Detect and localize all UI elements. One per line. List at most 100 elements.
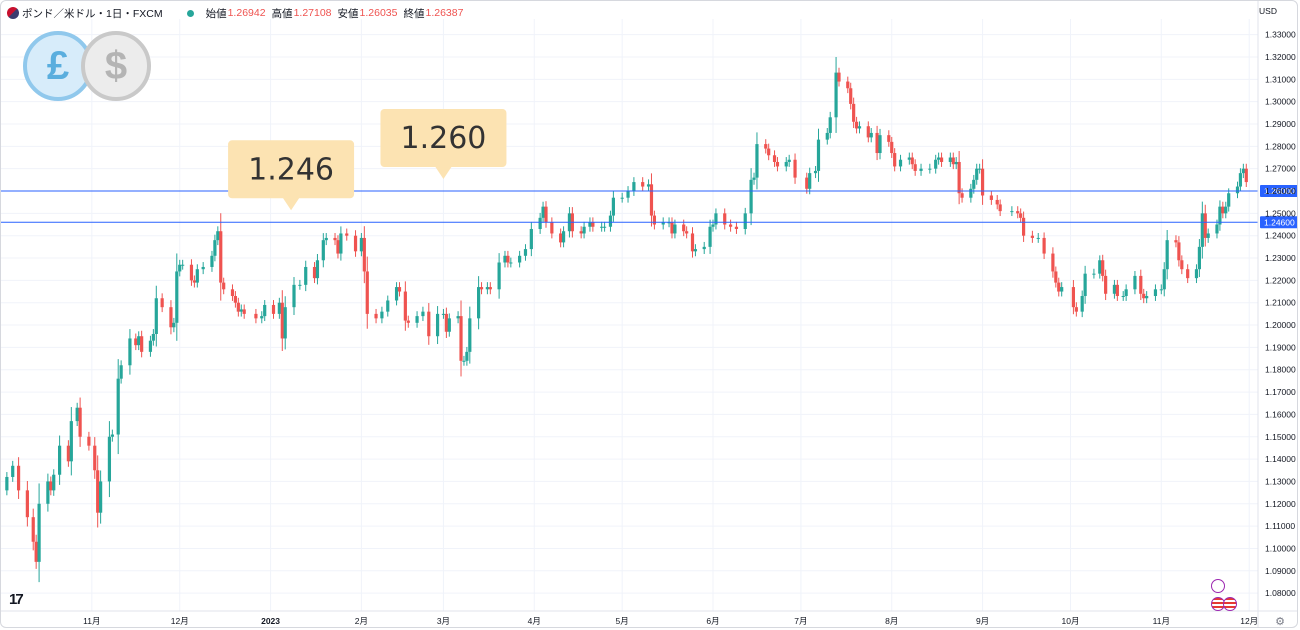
candle-body (711, 224, 715, 227)
candle-body (685, 231, 689, 234)
candle-body (1215, 224, 1219, 234)
candle-body (1203, 213, 1207, 238)
candle-body (1174, 240, 1178, 243)
callouts: 1.246 1.260 (228, 109, 507, 211)
candle-body (998, 204, 1002, 212)
candle-body (1010, 211, 1014, 213)
price-tick-label: 1.11000 (1265, 521, 1295, 531)
candle-body (602, 226, 607, 228)
candle-body (46, 481, 50, 504)
price-axis[interactable]: 1.08000 1.09000 1.10000 1.11000 1.12000 1.130… (1257, 1, 1296, 628)
price-tick-label: 1.29000 (1265, 119, 1296, 129)
callout-text: 1.260 (400, 121, 486, 156)
candle-body (1139, 275, 1143, 294)
candle-body (1054, 271, 1058, 283)
candle-body (497, 262, 501, 290)
candle-body (1104, 275, 1108, 294)
candle-body (632, 182, 636, 192)
candle-body (1051, 253, 1055, 272)
candle-body (1098, 260, 1102, 274)
candle-body (910, 157, 914, 165)
candle-body (140, 336, 144, 352)
price-tick-label: 1.19000 (1265, 342, 1296, 352)
candle-body (503, 255, 507, 263)
candle-body (1162, 269, 1166, 290)
candle-body (406, 320, 410, 323)
horizontal-lines[interactable]: 1.26000 1.24600 (1, 185, 1298, 229)
candle-body (49, 481, 53, 491)
candle-body (37, 503, 41, 562)
time-tick-label: 12月 (1240, 616, 1258, 626)
price-tick-label: 1.32000 (1265, 52, 1296, 62)
close-label: 終値 (403, 7, 425, 20)
price-tick-label: 1.08000 (1265, 588, 1296, 598)
candle-body (1227, 193, 1231, 207)
uk-flag-event-icon[interactable] (1223, 597, 1237, 611)
symbol-title[interactable]: ポンド／米ドル・1日・FXCM (22, 7, 163, 20)
tradingview-logo[interactable]: 17 (9, 591, 24, 608)
price-callout: 1.246 (228, 140, 355, 211)
candle-body (444, 313, 448, 332)
candle-body (254, 313, 258, 319)
candle-body (561, 231, 566, 243)
candle-body (866, 126, 870, 138)
price-level-badge-text: 1.24600 (1264, 217, 1295, 227)
price-tick-label: 1.17000 (1265, 387, 1296, 397)
candle-body (887, 135, 891, 142)
time-tick-label: 9月 (976, 616, 989, 626)
time-tick-label: 2月 (355, 616, 368, 626)
candle-body (31, 517, 35, 542)
candle-body (749, 179, 753, 214)
candle-body (591, 222, 595, 227)
candle-body (649, 184, 654, 216)
flash-event-icon[interactable] (1211, 579, 1225, 593)
callout-bubble (228, 140, 355, 211)
candle-body (192, 280, 196, 283)
price-tick-label: 1.27000 (1265, 164, 1296, 174)
settings-gear-icon[interactable]: ⚙ (1275, 616, 1285, 628)
candle-body (764, 144, 768, 149)
candle-body (1021, 217, 1026, 236)
candle-body (661, 222, 665, 225)
candle-body (951, 157, 955, 165)
candle-body (69, 421, 73, 462)
open-label: 始値 (205, 7, 227, 20)
candle-body (714, 213, 718, 225)
candle-body (362, 237, 366, 272)
candle-body (359, 237, 363, 252)
price-tick-label: 1.12000 (1265, 499, 1296, 509)
grid (1, 19, 1258, 611)
candle-body (479, 287, 484, 290)
candle-body (465, 351, 469, 361)
candle-body (236, 302, 240, 312)
candle-body (1197, 246, 1201, 270)
symbol-header: ポンド／米ドル・1日・FXCM 始値 1.26942 高値 1.27108 安値 1.… (7, 6, 469, 20)
candle-body (213, 240, 217, 256)
candle-body (1083, 273, 1087, 297)
candle-body (1101, 260, 1105, 276)
candle-body (216, 231, 220, 241)
candle-body (5, 476, 9, 491)
candle-body (178, 264, 182, 272)
callout-bubble (380, 109, 507, 180)
candle-body (538, 217, 542, 229)
candle-body (280, 302, 284, 339)
candle-body (403, 291, 407, 321)
candle-body (415, 316, 419, 323)
candle-body (462, 360, 466, 362)
candle-body (1092, 273, 1096, 275)
candle-body (1165, 240, 1169, 270)
candle-body (808, 173, 812, 189)
candle-body (1112, 284, 1117, 294)
time-axis[interactable]: 11月 12月 2023 2月 3月 4月 5月 6月 7月 8月 9月 10月 11月 12月 (1, 610, 1298, 626)
candle-body (488, 287, 492, 290)
candle-body (978, 168, 982, 170)
candle-body (394, 287, 399, 301)
price-tick-label: 1.24000 (1265, 231, 1296, 241)
candle-body (397, 287, 402, 292)
candle-body (441, 313, 446, 315)
candle-body (784, 161, 788, 167)
candle-body (107, 436, 112, 482)
price-tick-label: 1.16000 (1265, 409, 1296, 419)
